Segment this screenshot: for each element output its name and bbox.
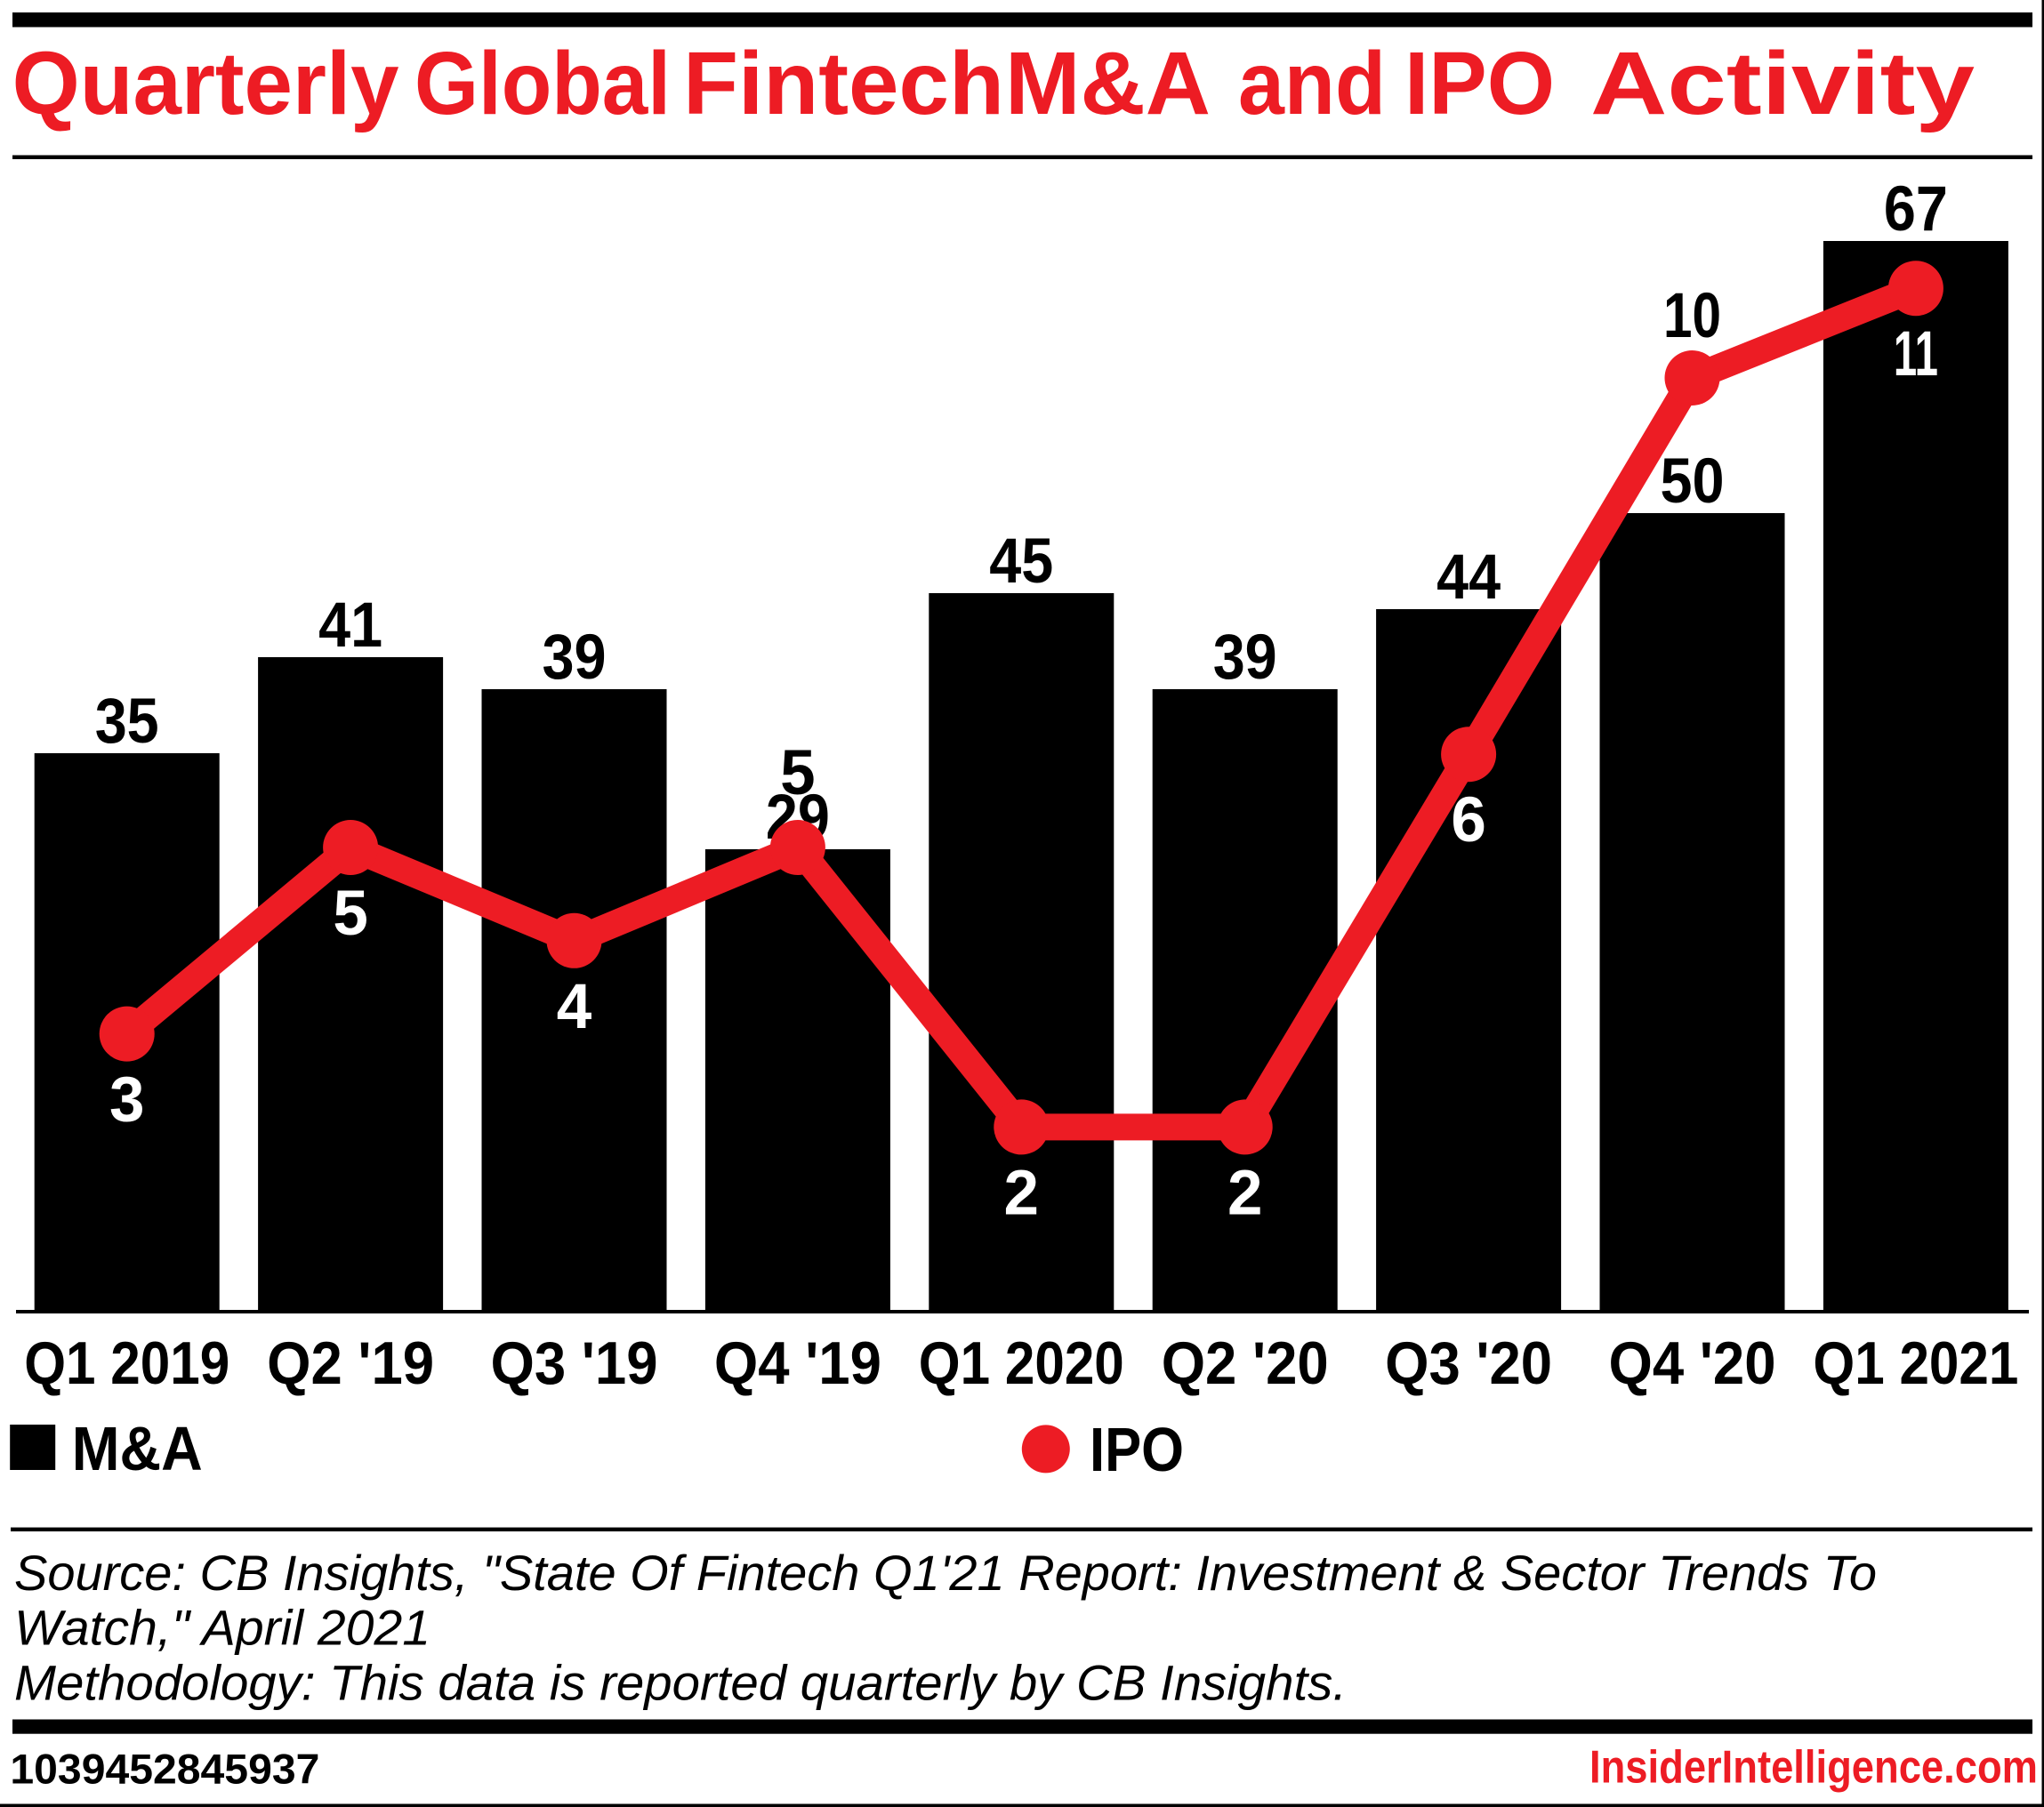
svg-text:M&A: M&A: [72, 1414, 203, 1483]
svg-text:2: 2: [1004, 1158, 1040, 1228]
svg-text:Q1 2020: Q1 2020: [919, 1329, 1124, 1397]
svg-text:Q2 '20: Q2 '20: [1162, 1329, 1329, 1397]
svg-text:Watch," April 2021: Watch," April 2021: [14, 1600, 431, 1656]
svg-text:Q4 '19: Q4 '19: [714, 1329, 881, 1397]
svg-text:10: 10: [1663, 281, 1721, 351]
svg-text:39: 39: [543, 622, 607, 693]
svg-text:Global: Global: [414, 34, 671, 133]
svg-text:Q4 '20: Q4 '20: [1609, 1329, 1776, 1397]
svg-text:IPO: IPO: [1090, 1415, 1184, 1484]
svg-text:67: 67: [1884, 174, 1948, 245]
svg-text:41: 41: [318, 590, 382, 661]
svg-text:50: 50: [1661, 446, 1725, 517]
svg-text:2: 2: [1227, 1158, 1263, 1228]
svg-text:4: 4: [557, 972, 592, 1042]
svg-text:6: 6: [1451, 785, 1486, 855]
svg-text:45: 45: [989, 526, 1053, 597]
svg-text:Source: CB Insights, "State Of: Source: CB Insights, "State Of Fintech Q…: [14, 1545, 1877, 1601]
svg-text:Q2 '19: Q2 '19: [267, 1329, 434, 1397]
svg-text:Q3 '20: Q3 '20: [1385, 1329, 1552, 1397]
svg-text:44: 44: [1436, 542, 1501, 613]
svg-text:and: and: [1238, 34, 1386, 133]
svg-text:IPO: IPO: [1404, 34, 1555, 133]
svg-text:39: 39: [1213, 622, 1277, 693]
svg-text:Q3 '19: Q3 '19: [491, 1329, 658, 1397]
svg-text:Q1 2021: Q1 2021: [1813, 1329, 2018, 1397]
svg-text:5: 5: [780, 738, 816, 808]
svg-text:1039452845937: 1039452845937: [10, 1745, 319, 1792]
svg-text:Methodology: This data is repo: Methodology: This data is reported quart…: [14, 1654, 1347, 1710]
svg-text:Fintech: Fintech: [683, 34, 1004, 133]
svg-text:Activity: Activity: [1590, 34, 1975, 133]
svg-text:11: 11: [1894, 319, 1938, 390]
svg-text:5: 5: [333, 879, 368, 949]
svg-text:35: 35: [95, 687, 159, 757]
svg-text:M&A: M&A: [1005, 34, 1211, 133]
svg-text:InsiderIntelligence.com: InsiderIntelligence.com: [1589, 1742, 2038, 1794]
svg-text:Quarterly: Quarterly: [12, 34, 399, 133]
svg-text:Q1 2019: Q1 2019: [24, 1329, 229, 1397]
svg-text:3: 3: [109, 1065, 145, 1136]
